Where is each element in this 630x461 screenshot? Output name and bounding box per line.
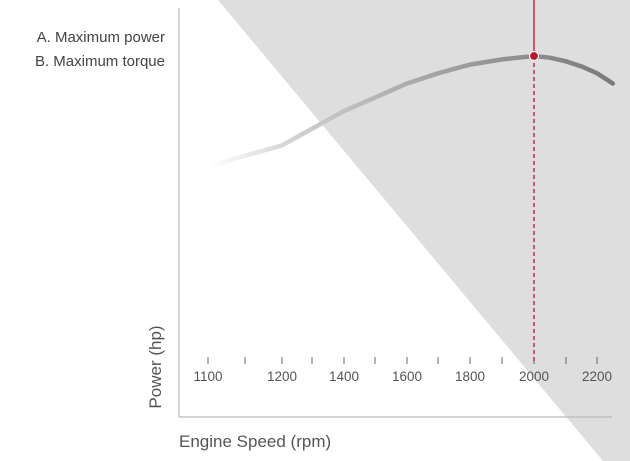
legend-item-a: A. Maximum power bbox=[37, 29, 165, 46]
x-tick-label: 2000 bbox=[519, 369, 549, 384]
x-tick-label: 1400 bbox=[329, 369, 359, 384]
x-tick-label: 1600 bbox=[392, 369, 422, 384]
x-tick-label: 1200 bbox=[267, 369, 297, 384]
y-axis-title: Power (hp) bbox=[146, 325, 165, 408]
x-tick-label: 1100 bbox=[193, 369, 222, 384]
x-axis-ticks: 1100 1200 1400 1600 1800 2000 2200 bbox=[193, 357, 612, 384]
x-axis-title: Engine Speed (rpm) bbox=[179, 432, 331, 451]
x-tick-label: 2200 bbox=[582, 369, 612, 384]
x-tick-label: 1800 bbox=[455, 369, 485, 384]
series-power-curve bbox=[205, 53, 616, 169]
legend-item-b: B. Maximum torque bbox=[35, 53, 165, 70]
background-shade bbox=[218, 0, 630, 461]
max-power-point bbox=[528, 50, 540, 62]
